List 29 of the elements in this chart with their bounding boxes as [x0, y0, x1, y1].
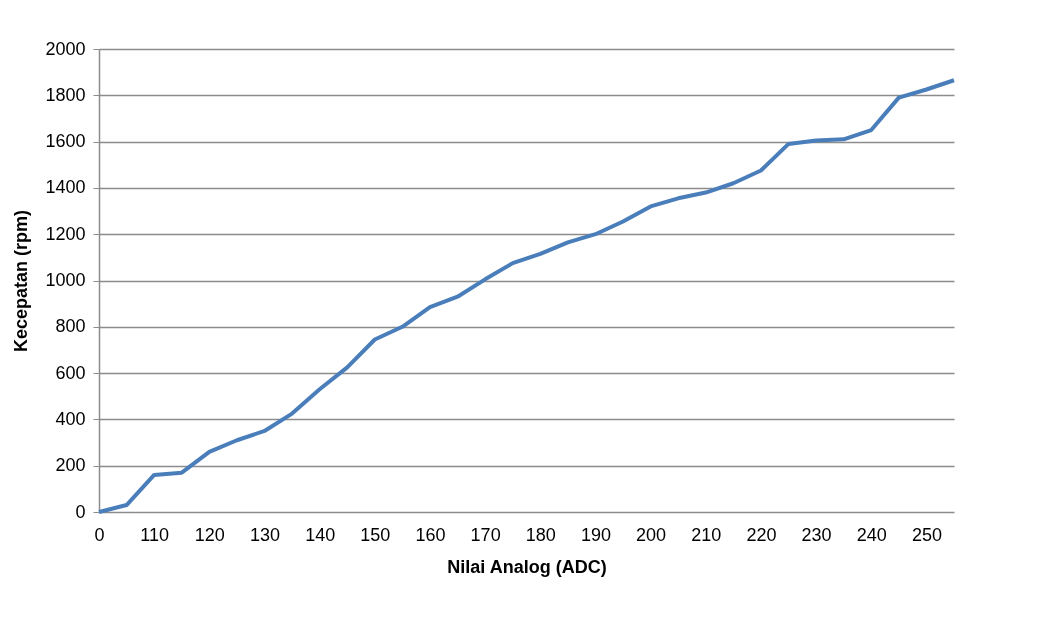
- x-tick-label: 150: [360, 524, 391, 545]
- x-tick-label: 140: [305, 524, 336, 545]
- x-tick-label: 110: [140, 524, 170, 545]
- y-axis-title: Kecepatan (rpm): [11, 209, 32, 353]
- x-tick-label: 240: [856, 524, 887, 545]
- x-tick-label: 220: [746, 524, 777, 545]
- x-tick-label: 120: [194, 524, 225, 545]
- x-tick-label: 200: [636, 524, 667, 545]
- x-tick-label: 210: [691, 524, 722, 545]
- y-tick-label: 2000: [45, 38, 86, 59]
- y-tick-label: 800: [55, 316, 86, 337]
- y-tick-label: 1600: [45, 131, 86, 152]
- x-tick-label: 0: [94, 524, 105, 545]
- x-tick-label: 160: [415, 524, 446, 545]
- y-tick-label: 1200: [45, 223, 86, 244]
- x-axis-title: Nilai Analog (ADC): [447, 556, 607, 577]
- x-tick-label: 190: [580, 524, 611, 545]
- x-tick-label: 170: [470, 524, 501, 545]
- y-tick-label: 400: [55, 408, 86, 429]
- x-tick-label: 230: [801, 524, 832, 545]
- x-tick-label: 250: [911, 524, 942, 545]
- y-tick-label: 600: [55, 362, 86, 383]
- x-tick-label: 180: [525, 524, 556, 545]
- y-tick-label: 200: [55, 455, 86, 476]
- y-tick-label: 0: [75, 501, 86, 522]
- y-tick-label: 1400: [45, 177, 86, 198]
- y-tick-label: 1800: [45, 84, 86, 105]
- y-tick-label: 1000: [45, 270, 86, 290]
- x-tick-label: 130: [249, 524, 281, 545]
